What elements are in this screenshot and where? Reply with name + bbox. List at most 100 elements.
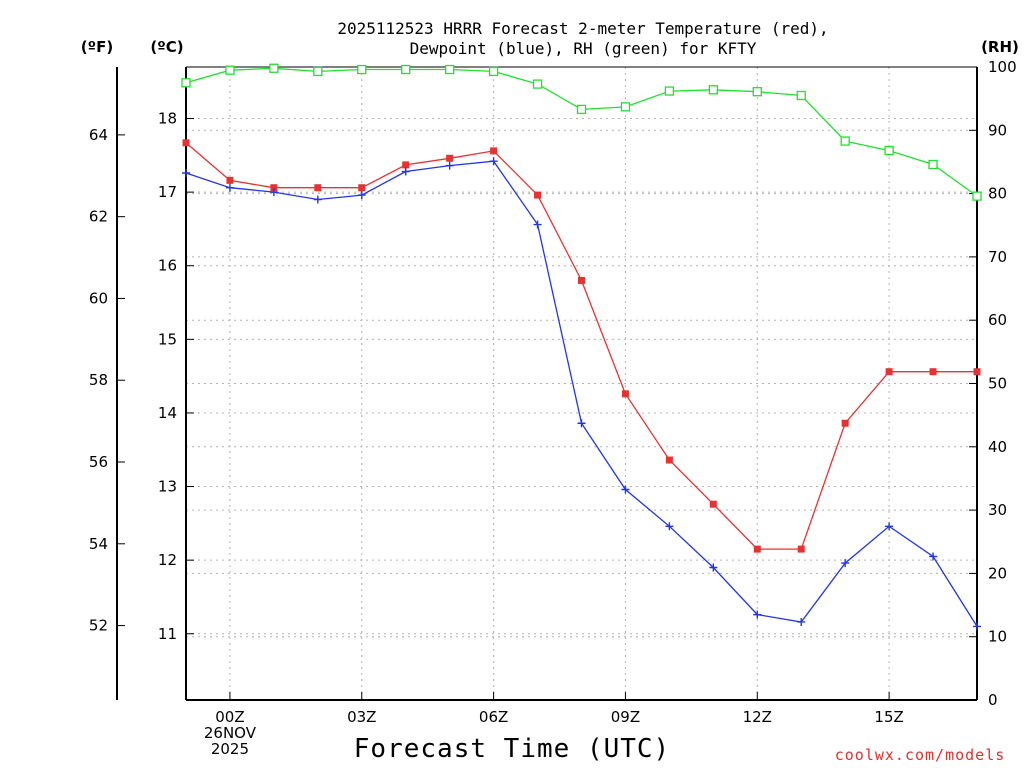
celsius-tick-label: 12: [158, 551, 177, 569]
x-tick-label: 12Z: [743, 708, 772, 726]
temperature-point: [973, 368, 981, 376]
chart-title: 2025112523 HRRR Forecast 2-meter Tempera…: [337, 19, 828, 58]
temperature-point: [665, 456, 673, 464]
rh-point: [840, 136, 850, 146]
temperature-point: [621, 390, 629, 398]
rh-point: [488, 66, 499, 77]
series-dewpoint: [182, 157, 981, 631]
celsius-unit-label: (ºC): [150, 38, 183, 56]
rh-tick-label: 80: [988, 185, 1007, 203]
rh-tick-label: 20: [988, 564, 1007, 582]
temperature-point: [314, 184, 322, 192]
temperature-point: [929, 368, 937, 376]
dewpoint-point: [182, 168, 190, 177]
x-tick-label: 06Z: [479, 708, 508, 726]
rh-tick-label: 0: [988, 691, 998, 709]
dewpoint-point: [973, 622, 981, 631]
dewpoint-point: [753, 610, 762, 619]
dewpoint-point: [797, 617, 806, 626]
rh-tick-label: 100: [988, 58, 1017, 76]
temperature-point: [446, 154, 454, 162]
dewpoint-point: [313, 195, 322, 204]
dewpoint-point: [841, 559, 850, 568]
series-temperature: [182, 139, 981, 553]
rh-tick-label: 40: [988, 438, 1007, 456]
celsius-tick-label: 14: [158, 404, 177, 422]
rh-point: [664, 86, 675, 96]
x-tick-label: 00Z: [215, 708, 244, 726]
fahrenheit-tick-label: 60: [89, 289, 108, 307]
temperature-point: [534, 191, 542, 199]
rh-point: [225, 65, 235, 75]
celsius-tick-label: 17: [158, 183, 177, 201]
x-tick-label: 26NOV: [204, 724, 257, 742]
rh-point: [972, 191, 982, 201]
rh-tick-label: 30: [988, 501, 1007, 519]
dewpoint-point: [885, 522, 894, 531]
fahrenheit-tick-label: 56: [89, 453, 108, 471]
rh-tick-label: 90: [988, 121, 1007, 139]
rh-tick-label: 10: [988, 628, 1007, 646]
fahrenheit-tick-label: 54: [89, 535, 108, 553]
dewpoint-point: [533, 220, 542, 229]
fahrenheit-tick-label: 52: [89, 617, 108, 635]
x-tick-label: 15Z: [874, 708, 903, 726]
rh-point: [313, 66, 323, 77]
temperature-point: [578, 276, 585, 284]
dewpoint-point: [665, 522, 674, 531]
rh-point: [576, 104, 587, 115]
celsius-tick-label: 15: [158, 330, 177, 348]
dewpoint-point: [709, 563, 718, 572]
rh-point: [357, 64, 367, 75]
temperature-point: [402, 161, 410, 169]
fahrenheit-unit-label: (ºF): [81, 38, 113, 56]
credit-label: coolwx.com/models: [835, 746, 1006, 764]
temperature-point: [841, 419, 849, 427]
temperature-point: [797, 545, 805, 553]
temperature-point: [226, 176, 234, 184]
grid-lines: [186, 67, 977, 700]
dewpoint-point: [225, 183, 234, 192]
rh-point: [752, 87, 762, 97]
rh-point: [708, 85, 718, 95]
dewpoint-point: [929, 552, 938, 561]
series-layer: [181, 63, 982, 631]
dewpoint-line: [185, 160, 978, 627]
dewpoint-point: [621, 485, 630, 494]
fahrenheit-tick-label: 58: [89, 371, 108, 389]
celsius-tick-label: 16: [158, 257, 177, 275]
temperature-point: [885, 368, 893, 376]
dewpoint-point: [445, 161, 454, 170]
rh-point: [884, 145, 894, 156]
temperature-point: [358, 184, 366, 192]
rh-point: [181, 78, 191, 88]
temperature-point: [753, 545, 761, 553]
rh-point: [269, 63, 279, 73]
rh-point: [532, 79, 543, 89]
temperature-point: [709, 500, 717, 508]
rh-unit-label: (RH): [981, 38, 1019, 56]
temperature-point: [182, 139, 190, 147]
dewpoint-point: [357, 191, 366, 200]
chart-title-line2: Dewpoint (blue), RH (green) for KFTY: [410, 39, 757, 58]
celsius-tick-label: 18: [158, 110, 177, 128]
celsius-tick-label: 13: [158, 478, 177, 496]
rh-point: [796, 90, 806, 101]
series-rh: [181, 63, 982, 201]
rh-point: [445, 64, 455, 75]
rh-line: [185, 67, 978, 197]
axes: 11 12 13 14 15 16 17 18 52 54 56 58 60 62 64 0 10 20 30 40 5…: [89, 58, 1017, 758]
rh-tick-label: 50: [988, 375, 1007, 393]
celsius-tick-label: 11: [158, 625, 177, 643]
temperature-line: [185, 142, 977, 550]
rh-point: [620, 102, 631, 112]
temperature-point: [270, 184, 278, 192]
fahrenheit-tick-label: 62: [89, 208, 108, 226]
x-tick-label: 03Z: [347, 708, 376, 726]
chart-title-line1: 2025112523 HRRR Forecast 2-meter Tempera…: [337, 19, 828, 38]
dewpoint-point: [489, 157, 498, 166]
rh-point: [401, 64, 411, 75]
rh-tick-label: 70: [988, 248, 1007, 266]
fahrenheit-tick-label: 64: [89, 126, 108, 144]
